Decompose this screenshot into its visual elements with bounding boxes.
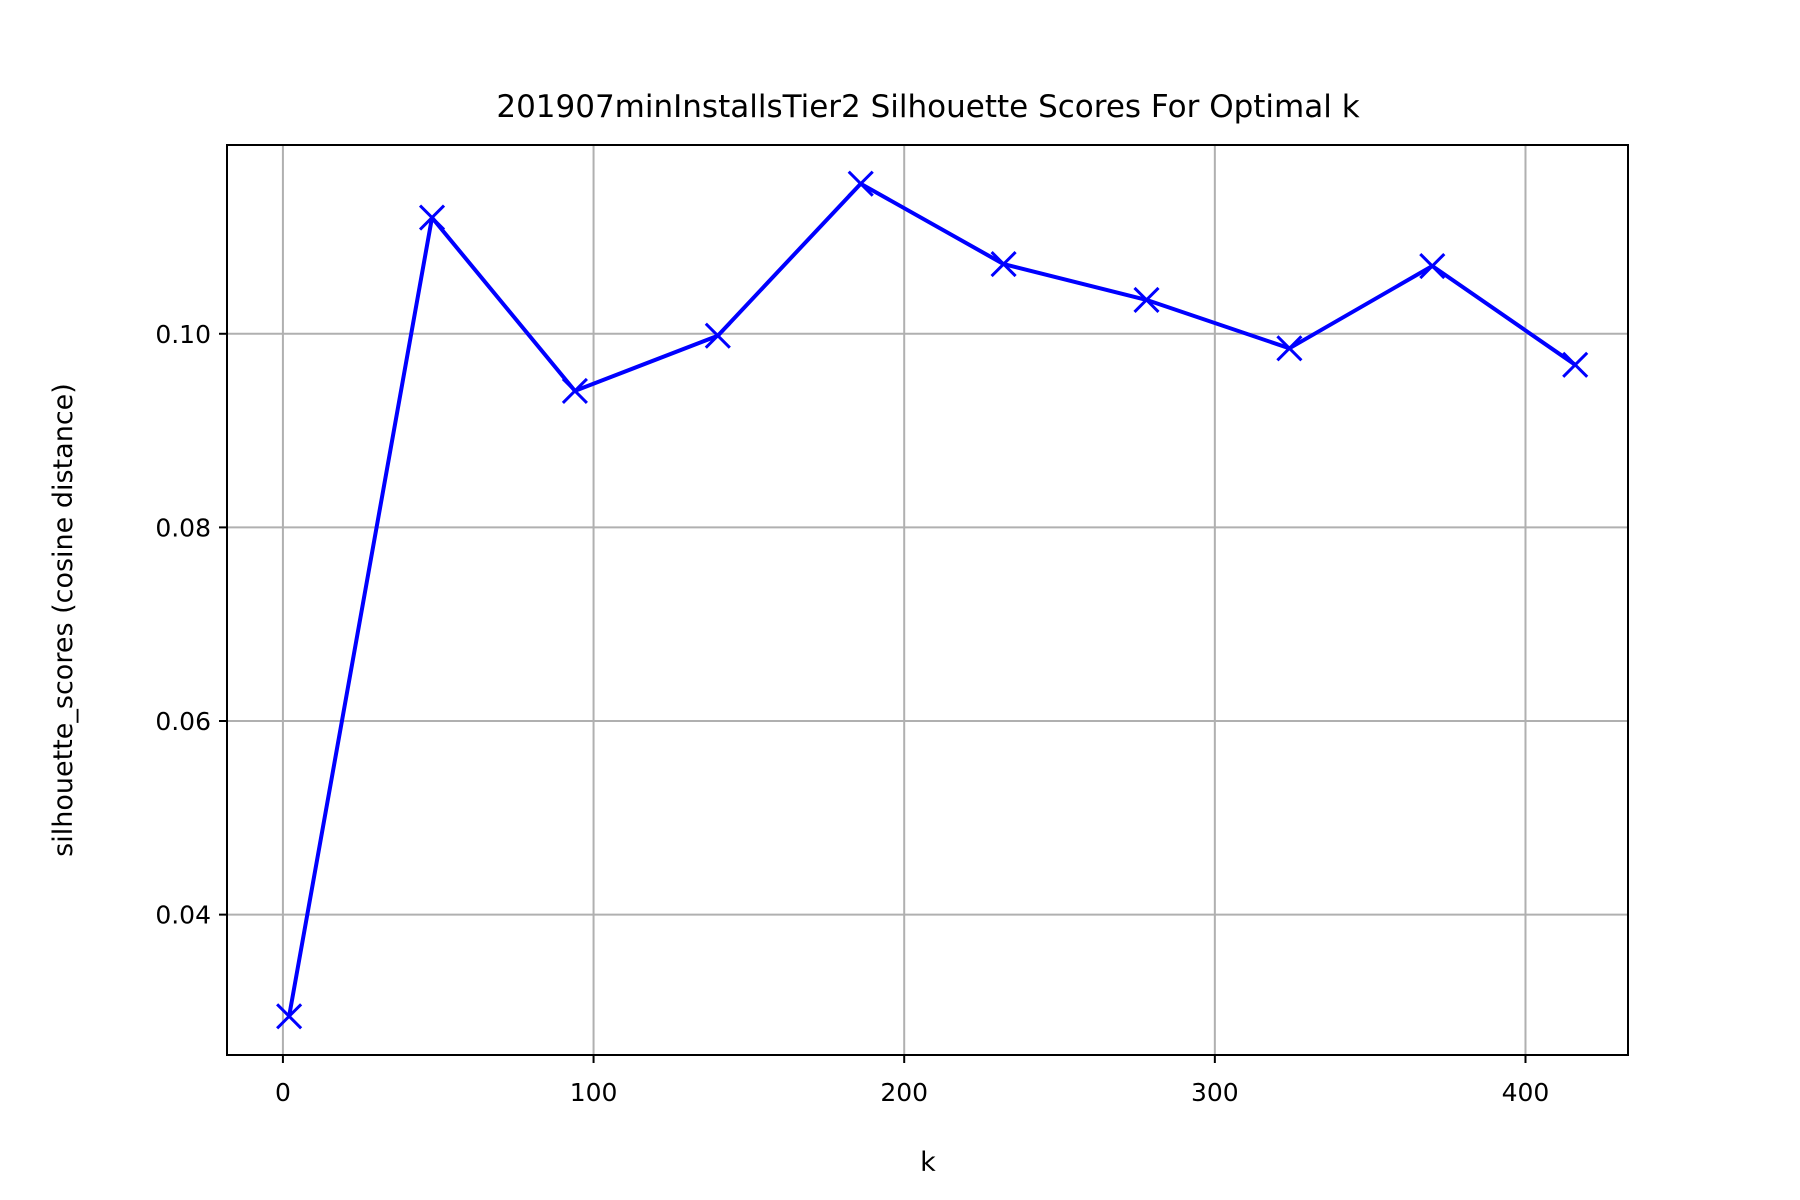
y-tick-label: 0.08 <box>155 513 211 542</box>
series-layer <box>276 170 1589 1030</box>
data-point-marker <box>561 377 588 404</box>
x-axis-title: k <box>920 1147 936 1178</box>
plot-area-frame <box>226 144 1629 1056</box>
data-point-marker <box>1562 351 1589 378</box>
marker-stroke <box>704 322 731 349</box>
x-tick-label: 300 <box>1191 1078 1239 1107</box>
marker-stroke <box>1276 335 1303 362</box>
data-point-marker <box>847 170 874 197</box>
marker-stroke <box>990 251 1017 278</box>
data-point-marker <box>276 1003 303 1030</box>
x-tick-label: 400 <box>1502 1078 1550 1107</box>
y-tick-label: 0.04 <box>155 901 211 930</box>
data-point-marker <box>418 204 446 231</box>
data-point-marker <box>704 322 731 349</box>
grid <box>227 145 1628 1055</box>
chart-title: 201907minInstallsTier2 Silhouette Scores… <box>496 89 1359 125</box>
marker-stroke <box>1562 351 1589 378</box>
marker-stroke <box>561 377 588 404</box>
x-tick-label: 200 <box>880 1078 928 1107</box>
y-tick-label: 0.06 <box>155 707 211 736</box>
x-tick-label: 0 <box>275 1078 291 1107</box>
data-point-marker <box>990 251 1017 278</box>
x-axis: 0 100 200 300 400 <box>275 1055 1549 1107</box>
data-point-marker <box>1276 335 1303 362</box>
data-point-marker <box>1133 286 1160 313</box>
y-axis: 0.04 0.06 0.08 0.10 <box>155 320 227 930</box>
marker-stroke <box>847 170 874 197</box>
marker-stroke <box>1419 252 1446 280</box>
data-point-marker <box>1419 252 1446 280</box>
marker-stroke <box>418 204 446 231</box>
x-tick-label: 100 <box>570 1078 618 1107</box>
series-line <box>287 181 1577 1017</box>
marker-stroke <box>1133 286 1160 313</box>
marker-stroke <box>276 1003 303 1030</box>
y-axis-title: silhouette_scores (cosine distance) <box>48 383 79 857</box>
y-tick-label: 0.10 <box>155 320 211 349</box>
